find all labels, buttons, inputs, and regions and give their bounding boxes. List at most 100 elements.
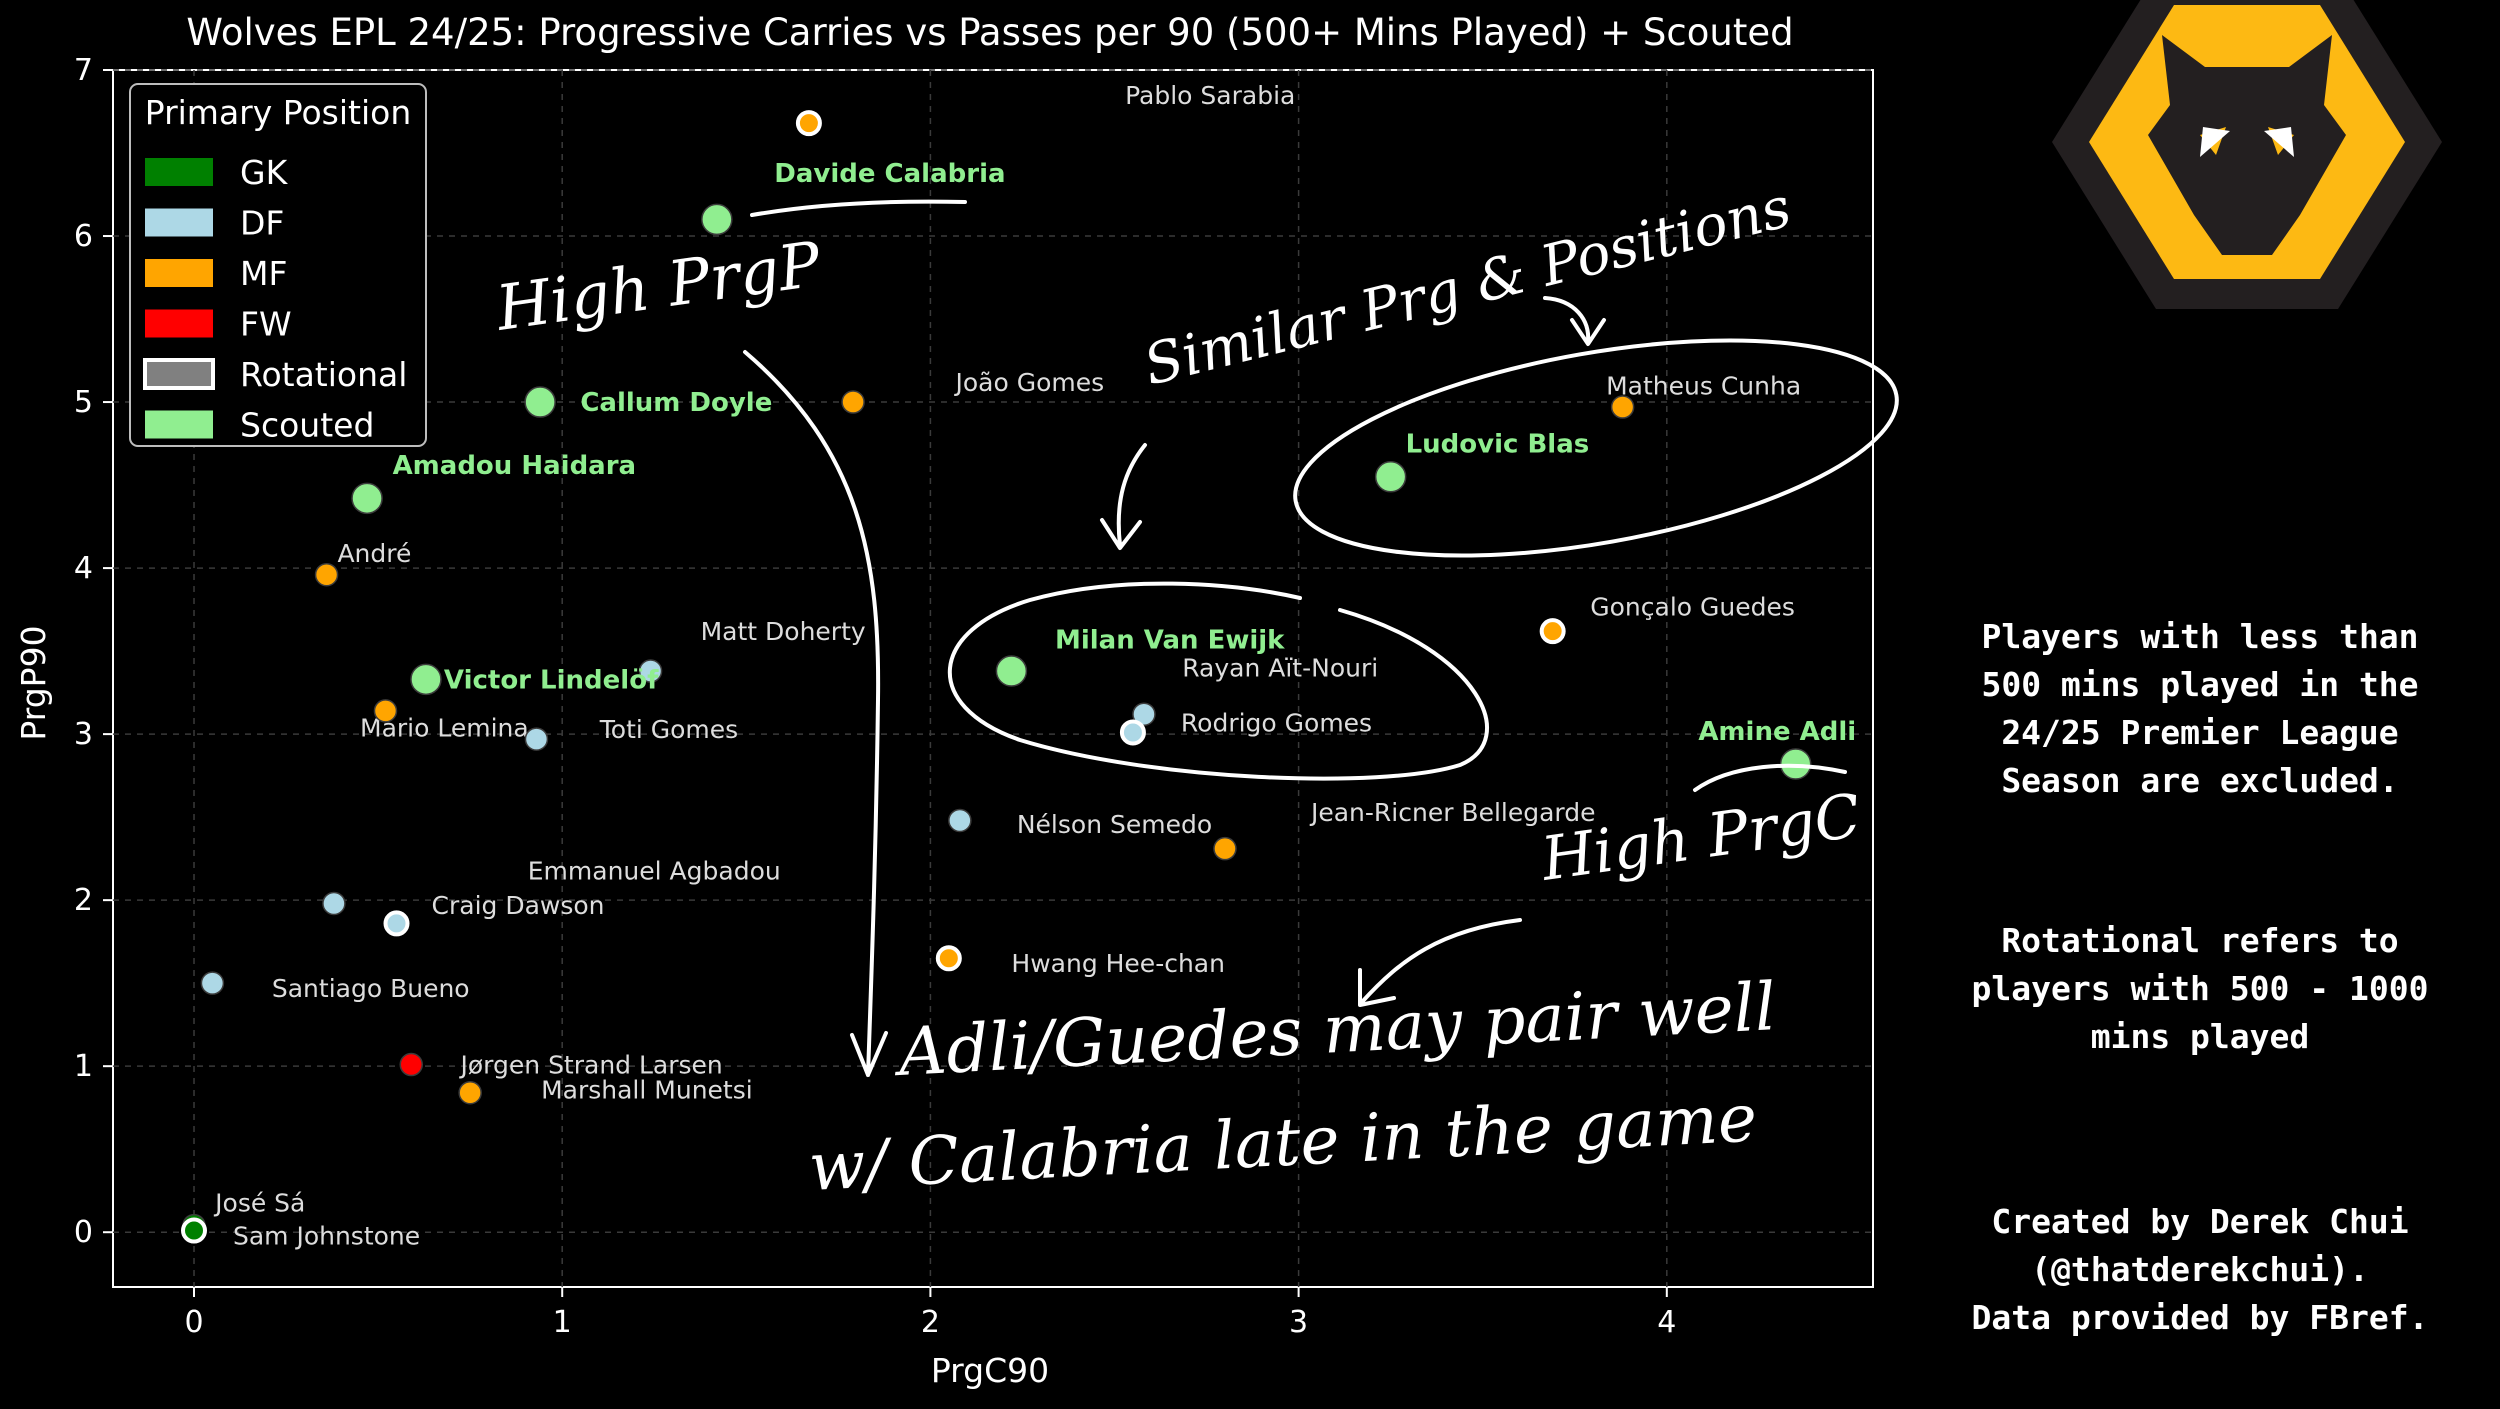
legend-swatch — [145, 309, 213, 338]
legend-swatch — [145, 410, 213, 439]
data-point — [458, 1080, 482, 1105]
point-label: Jean-Ricner Bellegarde — [1309, 798, 1596, 827]
arrow-to-milan-group-stroke — [1100, 443, 1147, 550]
y-tick-label: 0 — [74, 1215, 93, 1250]
point-label: Rayan Aït-Nouri — [1182, 654, 1378, 683]
y-axis-label: PrgP90 — [14, 625, 53, 740]
x-tick-label: 2 — [921, 1305, 940, 1340]
point-label: Santiago Bueno — [272, 974, 470, 1003]
point-label: Callum Doyle — [580, 388, 772, 418]
point-label: Amine Adli — [1698, 717, 1856, 747]
wolves-crest-icon — [2052, 0, 2442, 309]
note-line: Season are excluded. — [2001, 761, 2399, 800]
point-label: Ludovic Blas — [1406, 430, 1590, 460]
side-panel: Players with less than 500 mins played in… — [1900, 0, 2500, 1409]
y-tick-label: 5 — [74, 385, 93, 420]
data-point — [373, 699, 398, 723]
point-label: Milan Van Ewijk — [1055, 625, 1285, 655]
point-label: José Sá — [213, 1188, 305, 1217]
note-line: Rotational refers to — [2001, 921, 2399, 960]
note-line: 24/25 Premier League — [2001, 713, 2399, 752]
scatter-chart: Wolves EPL 24/25: Progressive Carries vs… — [14, 11, 1899, 1390]
data-point — [351, 482, 383, 515]
point-label: Emmanuel Agbadou — [528, 856, 781, 885]
note-line: mins played — [2090, 1017, 2310, 1056]
x-tick-label: 1 — [553, 1305, 572, 1340]
data-point — [524, 386, 556, 418]
arrow-to-cunha-stroke — [1543, 296, 1606, 346]
point-label: Craig Dawson — [432, 891, 605, 920]
milan-group-circle-stroke — [947, 581, 1489, 781]
data-point — [1132, 702, 1156, 726]
data-point — [200, 971, 225, 995]
legend: Primary Position GK DF MF FW Rotational Scout… — [129, 83, 427, 447]
point-label: Gonçalo Guedes — [1590, 592, 1795, 621]
y-tick-label: 3 — [74, 717, 93, 752]
credit-note: Created by Derek Chui (@thatderekchui). Da… — [1900, 1198, 2500, 1342]
data-point — [322, 891, 346, 916]
point-label: Amadou Haidara — [393, 451, 637, 481]
data-point — [399, 1052, 423, 1077]
rotational-definition-note: Rotational refers to players with 500 - 1… — [1900, 917, 2500, 1061]
calabria-underline-stroke — [750, 199, 967, 217]
y-tick-label: 7 — [74, 53, 93, 88]
y-tick-label: 2 — [74, 883, 93, 918]
legend-label: DF — [240, 204, 284, 243]
data-point — [383, 910, 410, 937]
point-label: Pablo Sarabia — [1125, 81, 1295, 110]
legend-label: FW — [240, 305, 292, 344]
legend-swatch — [145, 259, 213, 287]
cunha-blas-circle-stroke — [1293, 338, 1899, 558]
x-tick-label: 3 — [1289, 1305, 1308, 1340]
data-point — [1119, 719, 1146, 746]
data-point — [410, 663, 442, 696]
point-label: Sam Johnstone — [233, 1222, 420, 1251]
x-axis-label: PrgC90 — [931, 1351, 1049, 1390]
data-point — [935, 945, 962, 972]
point-label: Davide Calabria — [774, 159, 1005, 189]
adli-tail-stroke — [1693, 763, 1847, 792]
note-line: (@thatderekchui). — [2031, 1250, 2369, 1289]
legend-label: Rotational — [240, 355, 407, 394]
excluded-players-note: Players with less than 500 mins played in… — [1900, 613, 2500, 805]
note-line: Created by Derek Chui — [1991, 1202, 2409, 1241]
legend-swatch — [145, 158, 213, 186]
data-point — [524, 727, 549, 751]
legend-title: Primary Position — [145, 93, 412, 132]
data-point — [795, 110, 822, 137]
point-label: Matt Doherty — [701, 617, 866, 646]
y-tick-label: 6 — [74, 219, 93, 254]
legend-swatch — [145, 208, 213, 237]
point-label: Victor Lindelöf — [444, 665, 659, 695]
point-label: João Gomes — [953, 368, 1104, 397]
data-point — [638, 659, 663, 683]
point-label: Matheus Cunha — [1606, 371, 1801, 400]
x-tick-label: 0 — [184, 1305, 203, 1340]
data-point — [995, 655, 1028, 687]
legend-label: Scouted — [240, 406, 374, 445]
note-line: Players with less than — [1981, 617, 2419, 656]
data-point — [948, 808, 972, 833]
data-point — [1213, 836, 1237, 861]
legend-label: GK — [240, 153, 289, 192]
point-label: Nélson Semedo — [1017, 810, 1212, 839]
data-point — [1610, 395, 1635, 419]
arrow-to-note-stroke — [1358, 918, 1522, 1007]
data-point — [1374, 461, 1407, 493]
note-line: players with 500 - 1000 — [1971, 969, 2429, 1008]
point-label: Marshall Munetsi — [541, 1075, 753, 1104]
y-tick-label: 1 — [74, 1049, 93, 1084]
legend-label: MF — [240, 254, 287, 293]
x-tick-label: 4 — [1657, 1305, 1676, 1340]
legend-swatch — [143, 358, 215, 390]
note-line: 500 mins played in the — [1981, 665, 2419, 704]
y-tick-label: 4 — [74, 551, 93, 586]
point-label: Jørgen Strand Larsen — [459, 1051, 723, 1080]
data-point — [841, 390, 865, 414]
point-label: Hwang Hee-chan — [1011, 949, 1225, 978]
note-line: Data provided by FBref. — [1971, 1298, 2429, 1337]
point-label: Toti Gomes — [599, 715, 738, 744]
point-label: Rodrigo Gomes — [1181, 708, 1372, 737]
point-label: André — [337, 539, 411, 568]
